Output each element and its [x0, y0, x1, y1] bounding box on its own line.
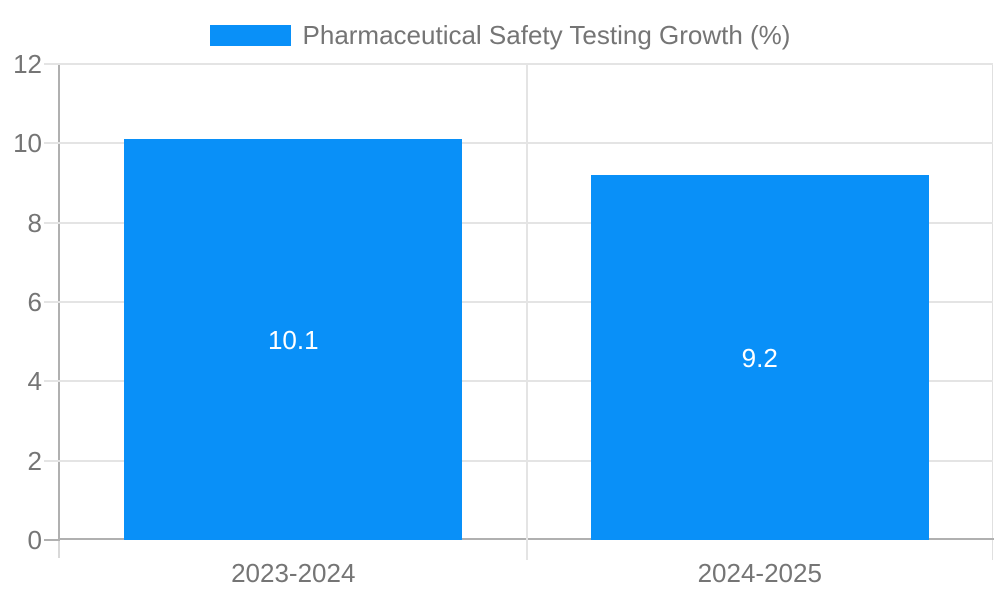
y-axis-tick-label: 4 — [27, 366, 42, 397]
y-axis-tick — [44, 142, 60, 145]
x-axis-category-label: 2023-2024 — [231, 558, 356, 588]
y-axis-tick — [44, 301, 60, 303]
plot-right-border — [992, 64, 993, 560]
y-axis-tick-label: 12 — [13, 49, 42, 79]
y-axis-tick — [44, 380, 60, 383]
plot-area: 0 2 4 6 8 10 12 10.1 2023-2024 9.2 2024-2025 — [13, 49, 994, 588]
y-axis-tick-label: 10 — [13, 128, 42, 159]
y-axis-tick-label: 8 — [27, 207, 42, 238]
legend-label: Pharmaceutical Safety Testing Growth (%) — [302, 20, 791, 50]
y-axis-tick — [44, 459, 60, 462]
x-axis-category-label: 2024-2025 — [697, 558, 822, 588]
bar-value-label: 10.1 — [267, 324, 319, 355]
y-axis-tick — [58, 540, 60, 558]
y-axis-tick — [44, 63, 60, 65]
bar-2023-2024[interactable] — [124, 139, 463, 540]
legend-swatch — [209, 25, 291, 46]
y-axis-tick-label: 6 — [27, 287, 42, 317]
bar-value-label: 9.2 — [741, 342, 778, 373]
gridline-v — [525, 64, 528, 560]
legend[interactable]: Pharmaceutical Safety Testing Growth (%) — [0, 20, 1000, 51]
y-axis-tick — [44, 539, 60, 541]
y-axis-tick-label: 2 — [27, 445, 42, 476]
y-axis-tick-label: 0 — [27, 525, 42, 555]
bar-2024-2025[interactable] — [590, 175, 929, 540]
y-axis-tick — [44, 221, 60, 224]
